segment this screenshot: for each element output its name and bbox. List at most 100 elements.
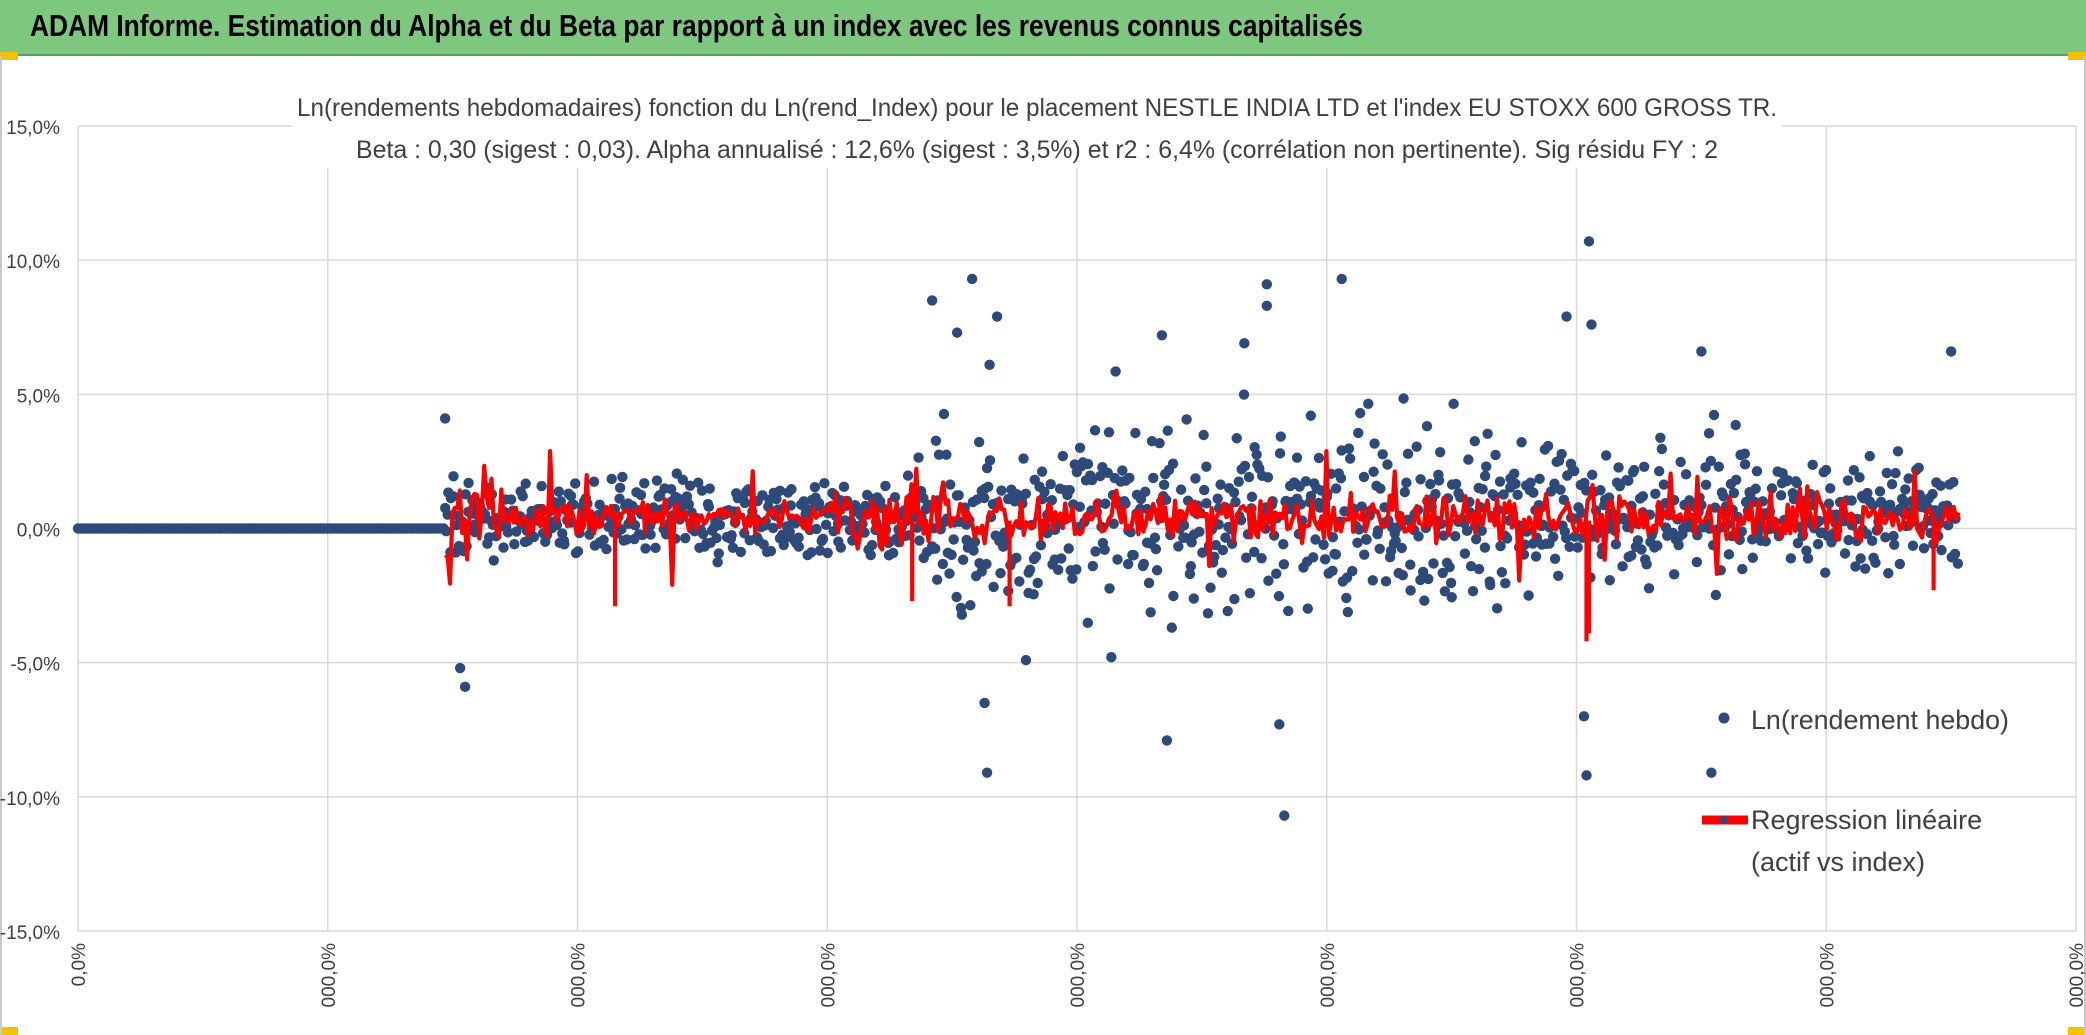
data-point — [1555, 484, 1566, 495]
data-point — [1143, 577, 1155, 589]
data-point — [984, 359, 995, 371]
corner-accent-top-left — [0, 52, 18, 60]
data-point — [981, 558, 992, 570]
data-point — [1658, 479, 1670, 490]
y-tick-label: 10,0% — [6, 252, 60, 273]
data-point — [835, 542, 846, 553]
data-point — [1024, 564, 1036, 575]
data-point — [1310, 534, 1321, 545]
y-tick-label: -15,0% — [0, 923, 60, 944]
data-point — [1569, 465, 1580, 477]
data-point — [1359, 549, 1370, 560]
data-point — [1512, 489, 1523, 501]
data-point — [1691, 556, 1703, 568]
data-point — [712, 557, 723, 568]
data-point — [1229, 593, 1240, 605]
data-point — [1030, 551, 1042, 562]
data-point — [1367, 575, 1378, 586]
data-point — [1425, 478, 1436, 490]
data-point — [913, 452, 924, 463]
data-point — [953, 490, 964, 501]
data-point — [1479, 470, 1491, 482]
data-point — [672, 493, 684, 504]
data-point — [1949, 548, 1961, 560]
data-point — [1610, 539, 1622, 550]
data-point — [1572, 542, 1583, 553]
data-point — [1190, 473, 1201, 484]
data-point — [1243, 471, 1255, 483]
data-point — [1484, 579, 1496, 591]
data-point — [1382, 459, 1393, 470]
data-point — [528, 531, 540, 543]
data-point — [1138, 558, 1150, 570]
data-point — [1202, 608, 1214, 619]
data-point — [1823, 498, 1835, 509]
data-point — [902, 470, 914, 481]
data-point — [996, 485, 1007, 496]
regression-layer — [443, 449, 1961, 642]
data-point — [1197, 547, 1208, 558]
data-point — [968, 545, 979, 556]
data-point — [1198, 429, 1209, 441]
data-point — [1100, 498, 1111, 509]
data-point — [1128, 550, 1139, 561]
x-tick-label: 000,0% — [1817, 943, 1838, 1008]
data-point — [948, 534, 959, 545]
data-point — [1300, 476, 1312, 487]
data-point — [1576, 507, 1587, 518]
data-point — [1184, 568, 1196, 580]
data-point — [1341, 592, 1352, 604]
data-point — [1730, 419, 1741, 431]
x-tick-label: 0,0% — [69, 943, 90, 986]
data-point — [1467, 585, 1479, 597]
data-point — [1534, 473, 1545, 485]
data-point — [1892, 446, 1904, 457]
data-point — [1560, 532, 1572, 544]
data-point — [1140, 486, 1151, 498]
data-point — [1305, 490, 1317, 502]
data-point — [1220, 532, 1231, 543]
data-point — [814, 545, 826, 556]
data-point — [1777, 468, 1788, 479]
data-point — [440, 525, 452, 537]
data-point — [1842, 475, 1854, 486]
x-tick-label: 000,0% — [818, 943, 839, 1008]
data-layer — [72, 236, 1964, 821]
data-point — [774, 485, 786, 497]
data-point — [1696, 346, 1707, 357]
data-point — [1445, 577, 1457, 589]
data-point — [1578, 711, 1590, 722]
data-point — [588, 476, 600, 487]
data-point — [502, 527, 514, 538]
data-point — [820, 519, 832, 531]
data-point — [1516, 437, 1527, 448]
data-point — [572, 546, 584, 557]
data-point — [1149, 532, 1161, 543]
data-point — [957, 554, 969, 566]
data-point — [617, 471, 628, 483]
data-point — [973, 436, 985, 448]
data-point — [1377, 449, 1388, 460]
data-point — [1469, 436, 1480, 447]
data-point — [697, 528, 709, 540]
data-point — [1604, 575, 1615, 586]
data-point — [1444, 561, 1455, 573]
data-point — [1723, 549, 1735, 560]
data-point — [1801, 545, 1812, 556]
data-point — [1459, 548, 1471, 559]
data-point — [447, 491, 459, 502]
data-point — [1256, 553, 1267, 564]
y-tick-label: -5,0% — [10, 655, 60, 676]
data-point — [860, 500, 871, 512]
data-point — [1261, 300, 1273, 311]
data-point — [1117, 465, 1128, 476]
data-point — [1549, 553, 1561, 565]
data-point — [1500, 578, 1511, 589]
data-point — [914, 535, 925, 546]
data-point — [1375, 483, 1386, 494]
data-point — [930, 543, 941, 554]
data-point — [1498, 489, 1509, 500]
data-point — [1747, 552, 1758, 563]
data-point — [1278, 539, 1289, 550]
data-point — [1867, 500, 1879, 511]
